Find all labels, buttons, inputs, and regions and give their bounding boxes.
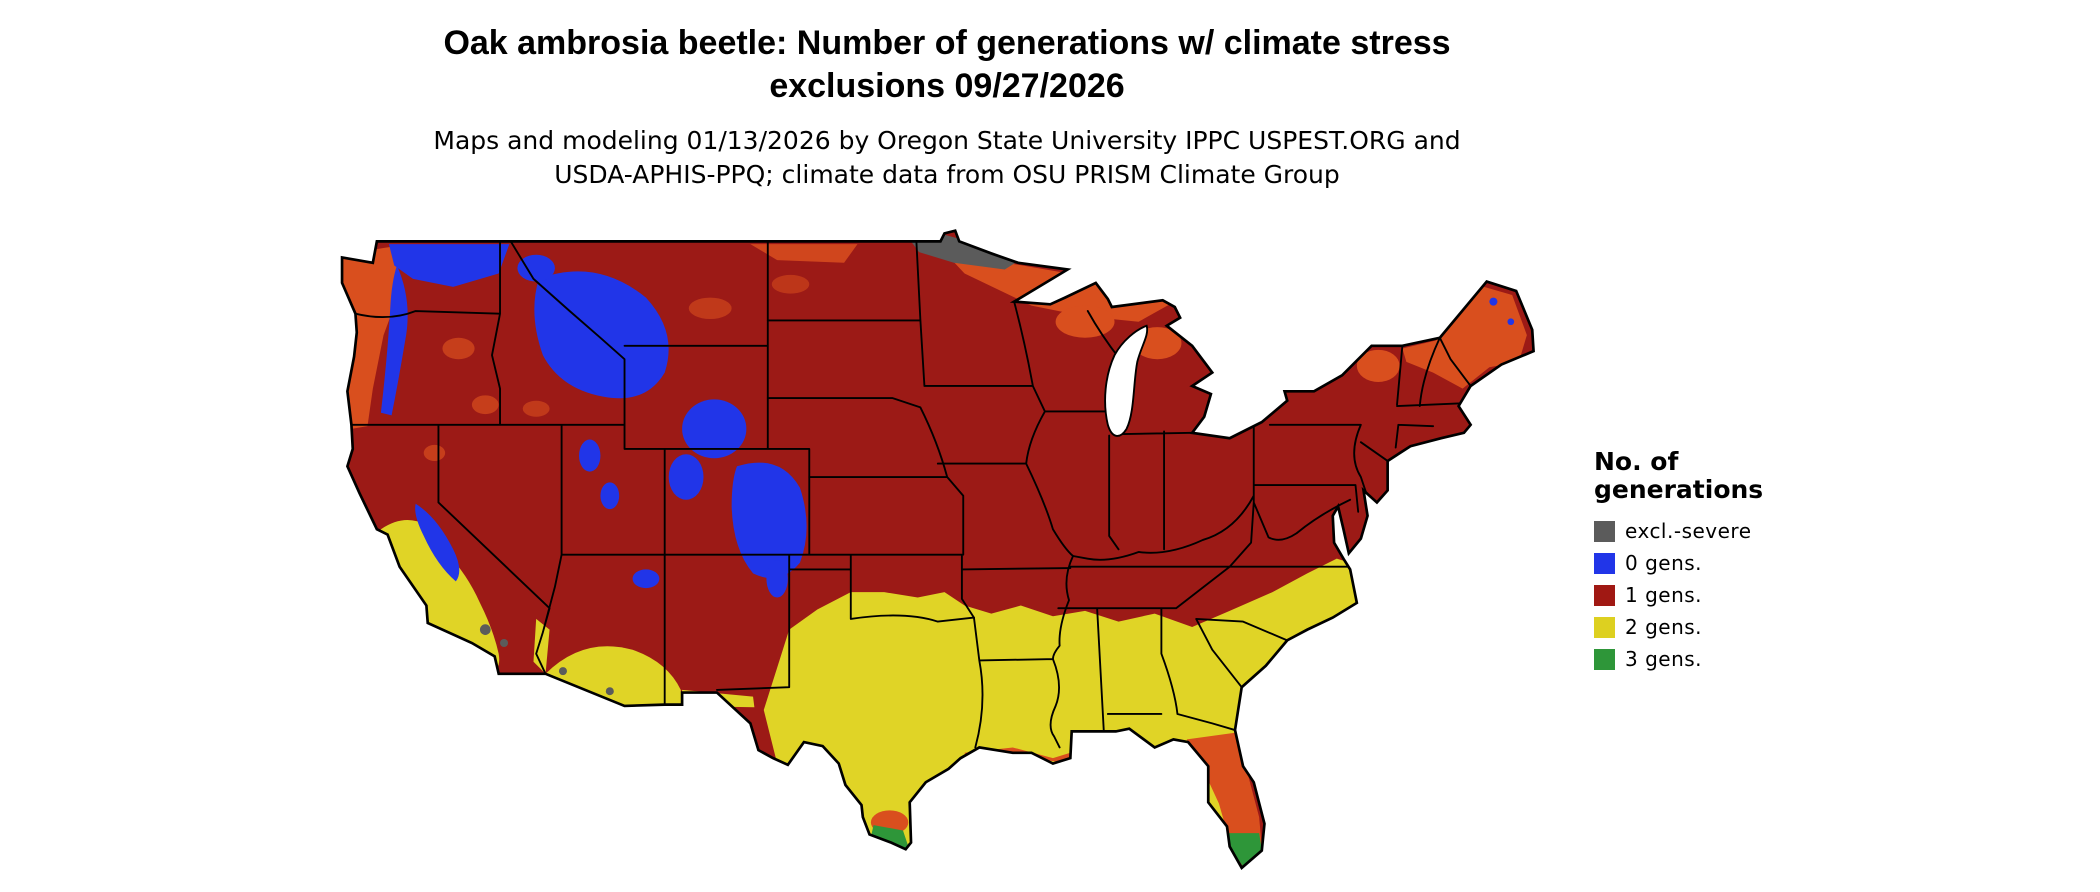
legend-title: No. of generations bbox=[1594, 448, 1834, 504]
legend-swatch bbox=[1594, 584, 1615, 606]
legend-title-line-1: No. of bbox=[1594, 447, 1679, 476]
legend-item: 0 gens. bbox=[1594, 550, 1834, 576]
title-line-1: Oak ambrosia beetle: Number of generatio… bbox=[443, 24, 1451, 62]
legend-items: excl.-severe 0 gens. 1 gens. 2 gens. 3 gens. bbox=[1594, 518, 1834, 672]
region-3-gens bbox=[870, 825, 1262, 867]
legend-item-label: excl.-severe bbox=[1625, 519, 1752, 543]
us-generations-map bbox=[335, 228, 1554, 884]
legend-item: 2 gens. bbox=[1594, 614, 1834, 640]
lake-michigan bbox=[1104, 324, 1149, 437]
legend-item-label: 3 gens. bbox=[1625, 647, 1703, 671]
region-1-gens-base bbox=[342, 230, 1534, 868]
title-line-2: exclusions 09/27/2026 bbox=[769, 67, 1125, 105]
state-borders bbox=[350, 240, 1472, 749]
legend-title-line-2: generations bbox=[1594, 475, 1764, 504]
legend-swatch bbox=[1594, 520, 1615, 542]
legend-swatch bbox=[1594, 648, 1615, 670]
map-legend: No. of generations excl.-severe 0 gens. 1 … bbox=[1594, 448, 1834, 678]
legend-item-label: 0 gens. bbox=[1625, 551, 1703, 575]
subtitle-line-2: USDA-APHIS-PPQ; climate data from OSU PR… bbox=[554, 160, 1340, 189]
subtitle-line-1: Maps and modeling 01/13/2026 by Oregon S… bbox=[433, 126, 1461, 155]
legend-swatch bbox=[1594, 552, 1615, 574]
legend-item-label: 2 gens. bbox=[1625, 615, 1703, 639]
legend-swatch bbox=[1594, 616, 1615, 638]
legend-item: 1 gens. bbox=[1594, 582, 1834, 608]
legend-item-label: 1 gens. bbox=[1625, 583, 1703, 607]
page-title: Oak ambrosia beetle: Number of generatio… bbox=[0, 22, 1894, 108]
legend-item: 3 gens. bbox=[1594, 646, 1834, 672]
us-outline bbox=[340, 229, 1535, 871]
us-map-svg bbox=[340, 229, 1535, 871]
region-0-gens bbox=[380, 244, 1515, 598]
region-excl-severe bbox=[479, 234, 1016, 696]
page-subtitle: Maps and modeling 01/13/2026 by Oregon S… bbox=[0, 124, 1894, 192]
legend-item: excl.-severe bbox=[1594, 518, 1834, 544]
